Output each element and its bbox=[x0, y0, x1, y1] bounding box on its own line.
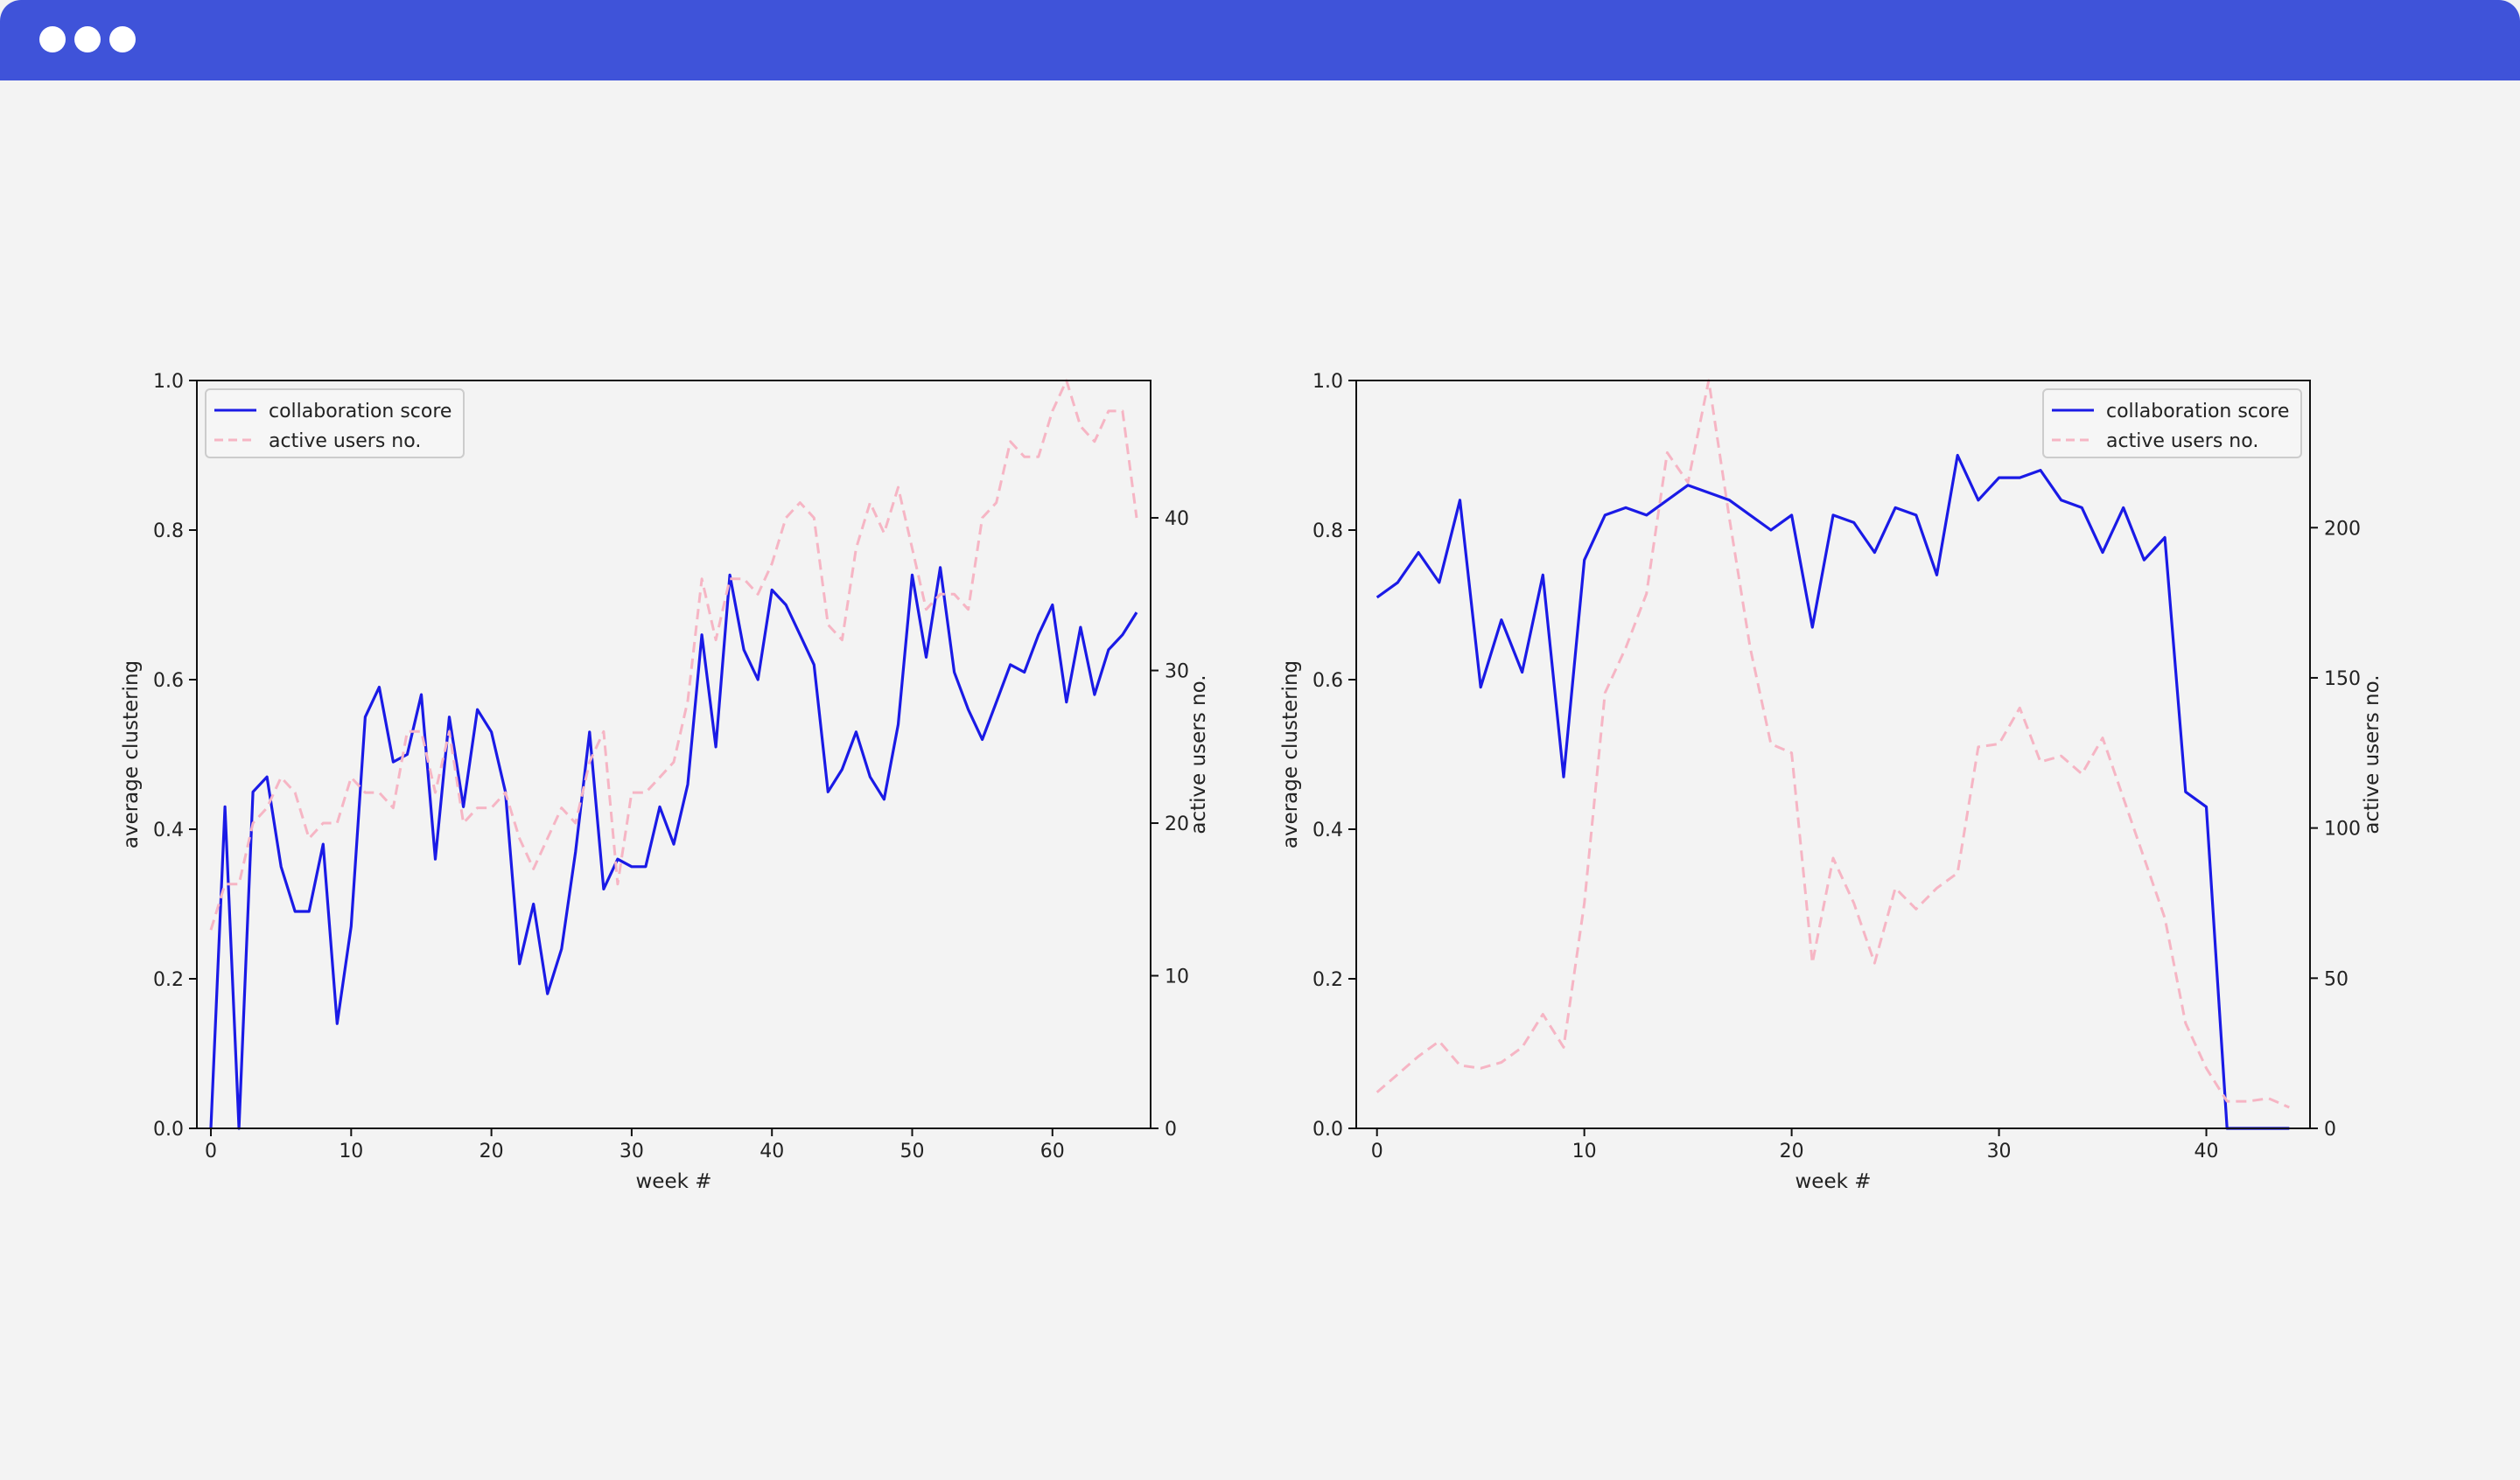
window-titlebar bbox=[0, 0, 2520, 80]
y-tick-label: 0.4 bbox=[1312, 820, 1343, 841]
y2-tick-label: 30 bbox=[1165, 661, 1189, 683]
series-line-collaboration-score bbox=[209, 566, 1138, 1130]
series-line-active-users bbox=[1376, 379, 2290, 1109]
y2-tick-label: 10 bbox=[1165, 967, 1189, 988]
y-tick-label: 0.0 bbox=[153, 1119, 184, 1141]
legend-label: collaboration score bbox=[269, 401, 452, 422]
x-tick-label: 40 bbox=[760, 1141, 784, 1162]
window-control-dot[interactable] bbox=[74, 26, 101, 52]
y2-tick-label: 20 bbox=[1165, 813, 1189, 835]
y-tick-label: 0.6 bbox=[153, 670, 184, 692]
y-tick-label: 0.4 bbox=[153, 820, 184, 841]
x-tick-label: 10 bbox=[339, 1141, 363, 1162]
window-control-dot[interactable] bbox=[109, 26, 136, 52]
y-tick-label: 0.2 bbox=[153, 969, 184, 991]
x-tick-label: 10 bbox=[1572, 1141, 1597, 1162]
series-line-active-users bbox=[209, 379, 1138, 931]
x-axis-label: week # bbox=[1795, 1170, 1871, 1193]
y-tick-label: 1.0 bbox=[153, 371, 184, 393]
plot-frame bbox=[196, 380, 1152, 1129]
legend-label: active users no. bbox=[269, 430, 421, 452]
y2-tick-label: 200 bbox=[2324, 518, 2361, 540]
y2-tick-label: 40 bbox=[1165, 508, 1189, 530]
x-tick-label: 30 bbox=[620, 1141, 644, 1162]
x-tick-label: 30 bbox=[1987, 1141, 2012, 1162]
x-tick-label: 60 bbox=[1040, 1141, 1065, 1162]
x-tick-label: 20 bbox=[480, 1141, 504, 1162]
legend: collaboration score active users no. bbox=[2042, 388, 2302, 458]
y-tick-label: 0.6 bbox=[1312, 670, 1343, 692]
legend-box bbox=[205, 388, 465, 458]
y2-tick-label: 0 bbox=[1165, 1119, 1177, 1141]
series-line-collaboration-score bbox=[1376, 453, 2290, 1130]
y-axis-label: average clustering bbox=[1279, 660, 1302, 848]
chart-right-svg: 0 10 20 30 40 0.0 0.2 0.4 0.6 0.8 1.0 0 50 100 150 200 w… bbox=[1279, 371, 2384, 1193]
y-tick-label: 0.2 bbox=[1312, 969, 1343, 991]
y2-tick-label: 50 bbox=[2324, 968, 2348, 990]
legend-label: collaboration score bbox=[2106, 401, 2289, 422]
y2-tick-label: 150 bbox=[2324, 668, 2361, 690]
x-axis-label: week # bbox=[635, 1170, 711, 1193]
y-tick-label: 0.8 bbox=[1312, 520, 1343, 542]
window-control-dot[interactable] bbox=[39, 26, 66, 52]
x-tick-label: 20 bbox=[1780, 1141, 1804, 1162]
chart-left: 0 10 20 30 40 50 60 0.0 0.2 0.4 0.6 0.8 1.0 0 10 20 30 40… bbox=[96, 332, 1251, 1260]
y2-axis-label: active users no. bbox=[2361, 674, 2384, 834]
x-tick-label: 50 bbox=[900, 1141, 925, 1162]
y-tick-label: 0.8 bbox=[153, 520, 184, 542]
legend: collaboration score active users no. bbox=[205, 388, 465, 458]
x-tick-label: 0 bbox=[205, 1141, 217, 1162]
legend-label: active users no. bbox=[2106, 430, 2258, 452]
chart-left-svg: 0 10 20 30 40 50 60 0.0 0.2 0.4 0.6 0.8 1.0 0 10 20 30 40… bbox=[120, 371, 1210, 1193]
chart-right: 0 10 20 30 40 0.0 0.2 0.4 0.6 0.8 1.0 0 50 100 150 200 w… bbox=[1256, 332, 2411, 1260]
y-tick-label: 1.0 bbox=[1312, 371, 1343, 393]
plot-frame bbox=[1355, 380, 2311, 1129]
legend-box bbox=[2042, 388, 2302, 458]
y2-axis-label: active users no. bbox=[1187, 674, 1210, 834]
y-tick-label: 0.0 bbox=[1312, 1119, 1343, 1141]
x-tick-label: 40 bbox=[2194, 1141, 2219, 1162]
x-tick-label: 0 bbox=[1371, 1141, 1383, 1162]
y-axis-label: average clustering bbox=[120, 660, 143, 848]
y2-tick-label: 100 bbox=[2324, 819, 2361, 841]
y2-tick-label: 0 bbox=[2324, 1119, 2336, 1141]
